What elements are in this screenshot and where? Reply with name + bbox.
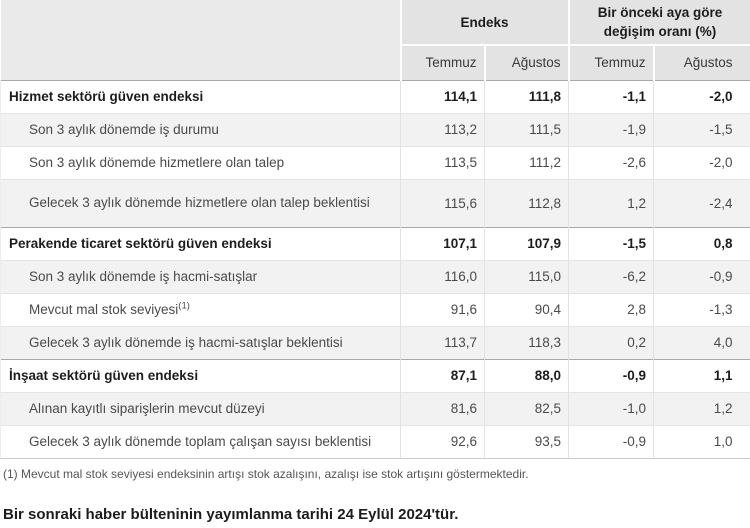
table-row: İnşaat sektörü güven endeksi 87,1 88,0 -… xyxy=(0,358,750,392)
cell-value: 88,0 xyxy=(484,358,569,392)
header-group-endeks: Endeks xyxy=(399,0,569,46)
cell-value: 1,1 xyxy=(652,358,750,392)
table-row: Gelecek 3 aylık dönemde toplam çalışan s… xyxy=(0,424,750,459)
cell-value: -1,9 xyxy=(568,112,654,146)
row-label: Gelecek 3 aylık dönemde hizmetlere olan … xyxy=(0,178,401,227)
table-row: Gelecek 3 aylık dönemde hizmetlere olan … xyxy=(0,178,750,227)
cell-value: 112,8 xyxy=(484,178,569,227)
header-col-temmuz-endeks: Temmuz xyxy=(399,45,485,80)
cell-value: -1,1 xyxy=(568,79,654,113)
cell-value: 116,0 xyxy=(400,259,485,293)
table-row: Perakende ticaret sektörü güven endeksi … xyxy=(0,226,750,260)
row-label: Son 3 aylık dönemde iş hacmi-satışlar xyxy=(0,259,401,293)
header-col-temmuz-change: Temmuz xyxy=(567,45,654,80)
cell-value: 111,2 xyxy=(484,145,569,179)
cell-value: 4,0 xyxy=(652,325,750,359)
cell-value: 114,1 xyxy=(400,79,485,113)
cell-value: 2,8 xyxy=(568,292,654,326)
table-row: Alınan kayıtlı siparişlerin mevcut düzey… xyxy=(0,391,750,425)
table-row: Gelecek 3 aylık dönemde iş hacmi-satışla… xyxy=(0,325,750,359)
cell-value: 115,0 xyxy=(484,259,569,293)
cell-value: 113,7 xyxy=(400,325,485,359)
table-row: Son 3 aylık dönemde hizmetlere olan tale… xyxy=(0,145,750,179)
cell-value: -0,9 xyxy=(568,424,654,459)
cell-value: 0,2 xyxy=(568,325,654,359)
cell-value: 0,8 xyxy=(652,226,750,260)
cell-value: -0,9 xyxy=(568,358,654,392)
cell-value: -2,0 xyxy=(652,79,750,113)
cell-value: 1,2 xyxy=(568,178,654,227)
cell-value: 115,6 xyxy=(400,178,485,227)
cell-value: 113,5 xyxy=(400,145,485,179)
row-label-text: Mevcut mal stok seviyesi xyxy=(29,301,179,317)
row-label: Son 3 aylık dönemde iş durumu xyxy=(0,112,401,146)
table-row: Son 3 aylık dönemde iş durumu 113,2 111,… xyxy=(0,112,750,146)
next-bulletin-date-note: Bir sonraki haber bülteninin yayımlanma … xyxy=(3,505,459,523)
cell-value: 82,5 xyxy=(484,391,569,425)
header-col-agustos-change: Ağustos xyxy=(652,45,750,80)
cell-value: -2,4 xyxy=(652,178,750,227)
cell-value: 113,2 xyxy=(400,112,485,146)
cell-value: -2,0 xyxy=(652,145,750,179)
cell-value: 107,1 xyxy=(400,226,485,260)
row-label: Son 3 aylık dönemde hizmetlere olan tale… xyxy=(0,145,401,179)
row-label: Gelecek 3 aylık dönemde iş hacmi-satışla… xyxy=(0,325,401,359)
cell-value: 93,5 xyxy=(484,424,569,459)
cell-value: 91,6 xyxy=(400,292,485,326)
cell-value: 111,8 xyxy=(484,79,569,113)
table-row: Son 3 aylık dönemde iş hacmi-satışlar 11… xyxy=(0,259,750,293)
table-row: Hizmet sektörü güven endeksi 114,1 111,8… xyxy=(0,79,750,113)
cell-value: 1,0 xyxy=(652,424,750,459)
row-label: Alınan kayıtlı siparişlerin mevcut düzey… xyxy=(0,391,401,425)
cell-value: 90,4 xyxy=(484,292,569,326)
table-body: Hizmet sektörü güven endeksi 114,1 111,8… xyxy=(0,79,750,459)
row-label: Hizmet sektörü güven endeksi xyxy=(0,79,401,113)
cell-value: -0,9 xyxy=(652,259,750,293)
cell-value: 81,6 xyxy=(400,391,485,425)
stock-level-footnote: (1) Mevcut mal stok seviyesi endeksinin … xyxy=(3,466,529,481)
cell-value: 111,5 xyxy=(484,112,569,146)
table-row: Mevcut mal stok seviyesi(1) 91,6 90,4 2,… xyxy=(0,292,750,326)
cell-value: -2,6 xyxy=(568,145,654,179)
confidence-index-table: Endeks Bir önceki aya göre değişim oranı… xyxy=(0,0,750,459)
cell-value: -1,3 xyxy=(652,292,750,326)
row-label: İnşaat sektörü güven endeksi xyxy=(0,358,401,392)
cell-value: 107,9 xyxy=(484,226,569,260)
header-corner-cell xyxy=(0,0,402,80)
header-col-agustos-endeks: Ağustos xyxy=(483,45,569,80)
table-header: Endeks Bir önceki aya göre değişim oranı… xyxy=(0,0,750,80)
cell-value: -1,5 xyxy=(568,226,654,260)
row-label: Mevcut mal stok seviyesi(1) xyxy=(0,292,401,326)
cell-value: 92,6 xyxy=(400,424,485,459)
cell-value: 87,1 xyxy=(400,358,485,392)
row-label: Perakende ticaret sektörü güven endeksi xyxy=(0,226,401,260)
footnote-marker: (1) xyxy=(178,300,190,311)
header-group-change-rate: Bir önceki aya göre değişim oranı (%) xyxy=(567,0,750,46)
cell-value: 118,3 xyxy=(484,325,569,359)
row-label: Gelecek 3 aylık dönemde toplam çalışan s… xyxy=(0,424,401,459)
cell-value: -1,5 xyxy=(652,112,750,146)
cell-value: 1,2 xyxy=(652,391,750,425)
cell-value: -6,2 xyxy=(568,259,654,293)
cell-value: -1,0 xyxy=(568,391,654,425)
